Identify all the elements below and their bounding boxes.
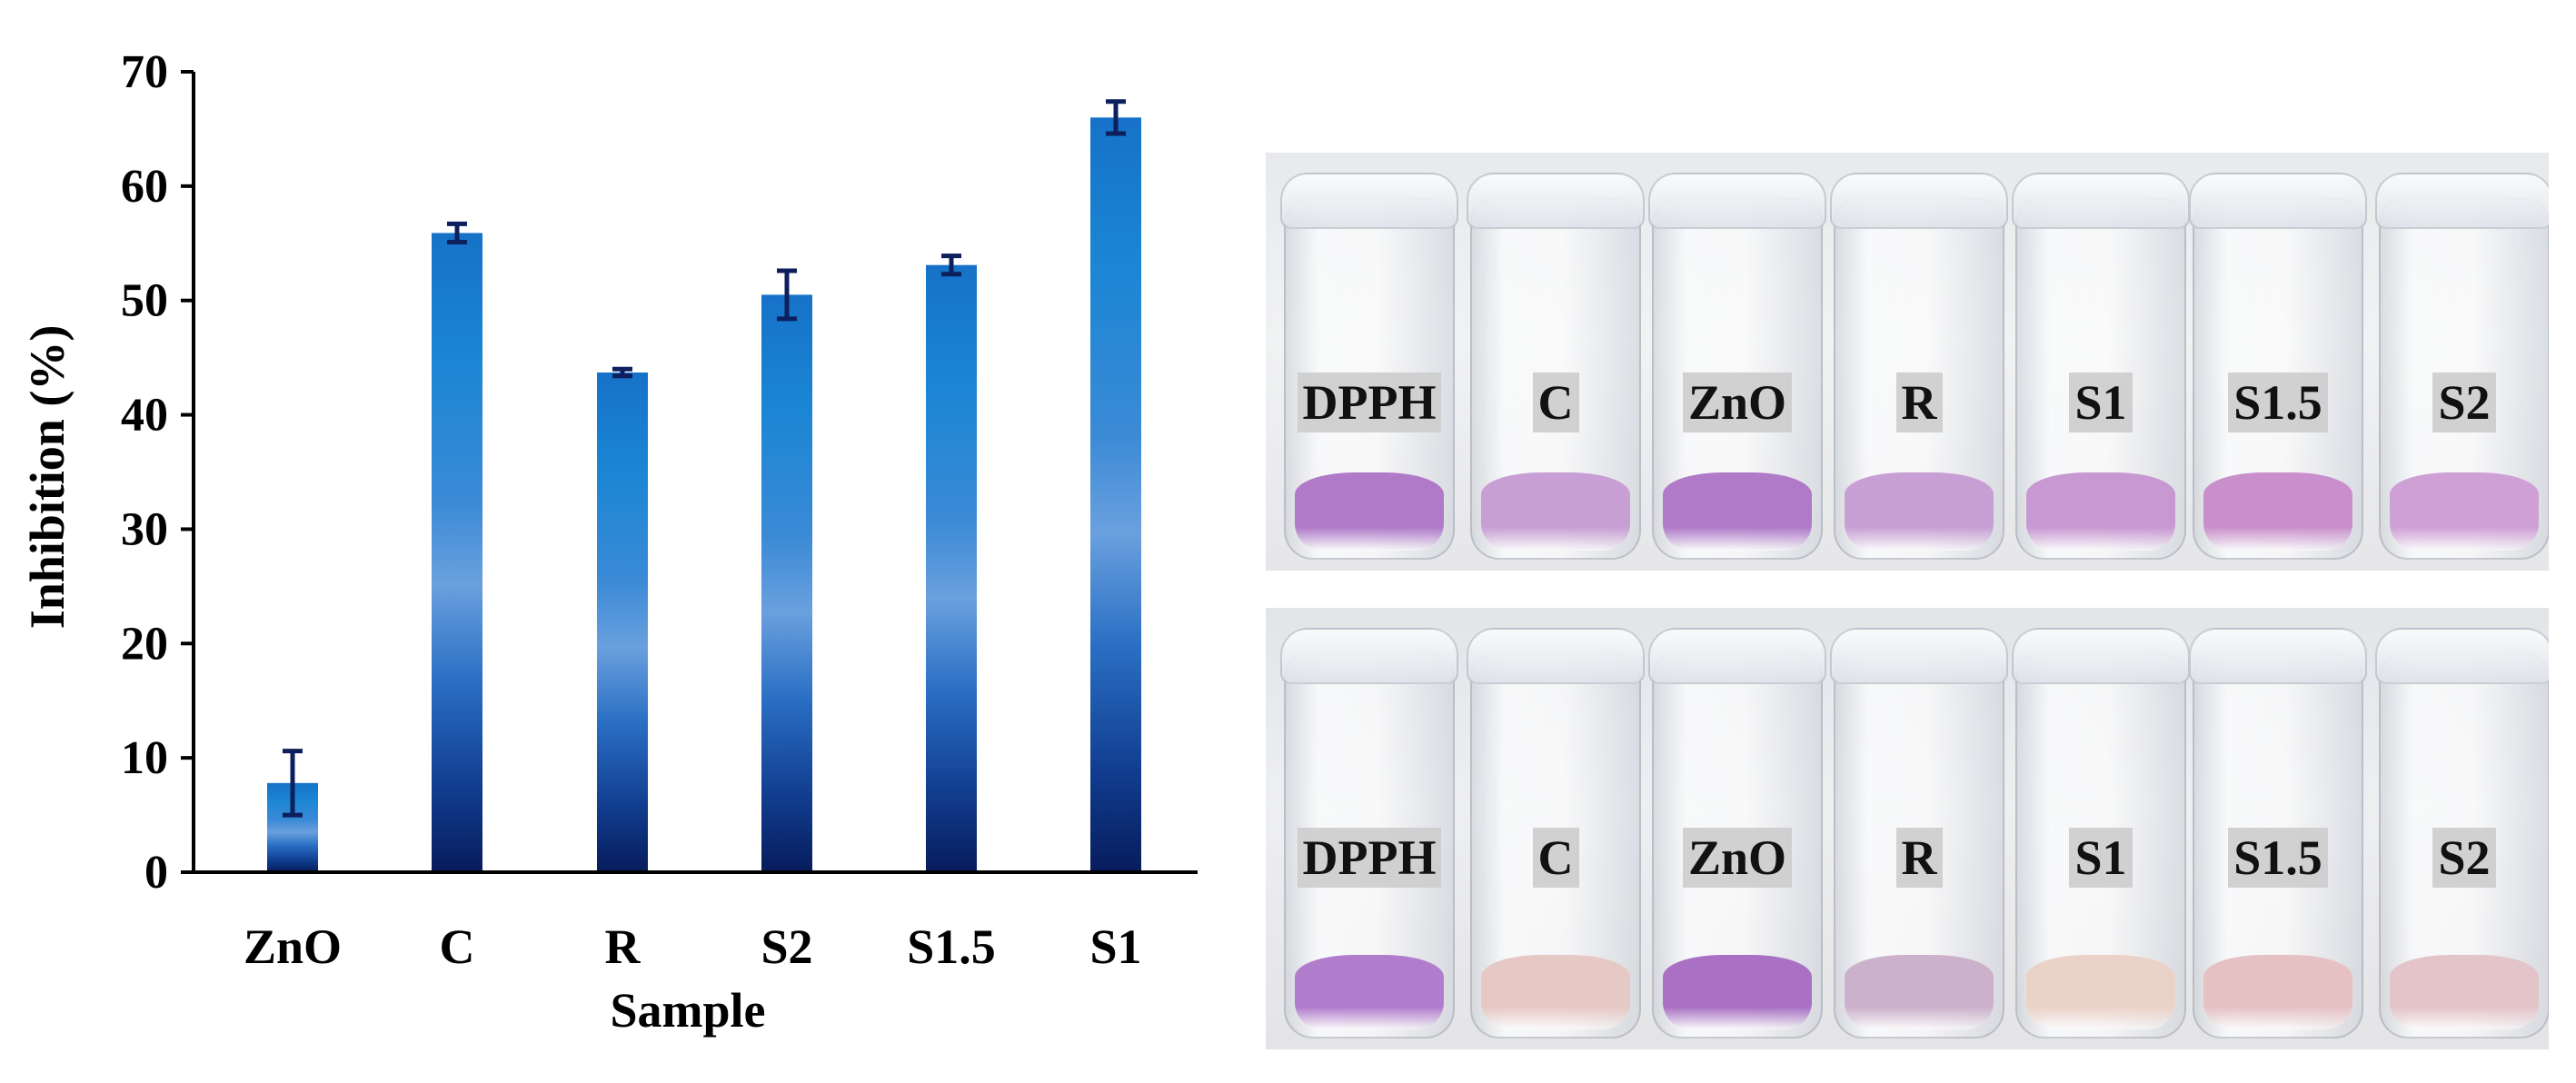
- vial-s2: S2: [2375, 628, 2549, 1038]
- vial-cap: [1830, 173, 2008, 229]
- error-bar: [447, 221, 467, 245]
- vial-cap: [2189, 173, 2367, 229]
- bar-chart: 0 10 20 30 40 50 60 70 ZnO C R S2 S1.5 S1 Sample Inh…: [20, 46, 1198, 1038]
- y-tick-label: 30: [121, 503, 168, 555]
- x-tick-label: ZnO: [244, 919, 342, 974]
- vial-liquid: [1295, 955, 1444, 1029]
- vial-zno: ZnO: [1648, 173, 1826, 560]
- vial-photo-before: DPPH C ZnO R S1 S1.5 S2: [1266, 153, 2549, 571]
- vial-cap: [2012, 628, 2190, 684]
- vial-cap: [1280, 628, 1458, 684]
- vial-liquid: [2026, 472, 2175, 551]
- vial-cap: [1648, 173, 1826, 229]
- y-tick-label: 40: [121, 390, 168, 442]
- error-bar: [1106, 99, 1126, 136]
- error-bar: [283, 749, 303, 818]
- vial-liquid: [1663, 955, 1812, 1029]
- vial-label: DPPH: [1297, 373, 1442, 432]
- vial-label: DPPH: [1297, 828, 1442, 888]
- vial-r: R: [1830, 173, 2008, 560]
- vial-liquid: [2203, 472, 2352, 551]
- bar-s1-5: [926, 264, 977, 872]
- vial-label: S2: [2432, 373, 2496, 432]
- vial-cap: [1467, 628, 1645, 684]
- x-tick-label: S2: [761, 919, 812, 974]
- vial-liquid: [2390, 955, 2539, 1029]
- vial-label: R: [1895, 373, 1943, 432]
- vial-cap: [1648, 628, 1826, 684]
- error-bar: [612, 366, 632, 379]
- x-ticks: ZnO C R S2 S1.5 S1: [244, 919, 1142, 974]
- vial-liquid: [1663, 472, 1812, 551]
- y-tick-label: 60: [121, 161, 168, 213]
- vial-s1: S1: [2012, 628, 2190, 1038]
- vial-liquid: [1845, 955, 1994, 1029]
- bar-s2: [761, 294, 812, 873]
- vial-s1: S1: [2012, 173, 2190, 560]
- vial-cap: [2189, 628, 2367, 684]
- vial-liquid: [1295, 472, 1444, 551]
- vial-label: ZnO: [1682, 828, 1793, 888]
- bar-s1: [1090, 117, 1141, 873]
- vial-s1-5: S1.5: [2189, 628, 2367, 1038]
- y-tick-label: 20: [121, 618, 168, 670]
- x-axis-title: Sample: [610, 983, 765, 1038]
- y-tick-label: 0: [144, 847, 168, 899]
- vial-cap: [1830, 628, 2008, 684]
- x-tick-label: R: [605, 919, 642, 974]
- vial-cap: [2375, 628, 2549, 684]
- vial-label: S2: [2432, 828, 2496, 888]
- vial-cap: [2375, 173, 2549, 229]
- vial-dpph: DPPH: [1280, 173, 1458, 560]
- vial-label: S1.5: [2228, 828, 2328, 888]
- bars-layer: [267, 117, 1141, 873]
- vial-liquid: [2203, 955, 2352, 1029]
- y-tick-label: 70: [121, 46, 168, 98]
- vial-dpph: DPPH: [1280, 628, 1458, 1038]
- vial-label: S1: [2069, 828, 2133, 888]
- vial-liquid: [1845, 472, 1994, 551]
- error-bar: [777, 268, 797, 322]
- y-axis-title: Inhibition (%): [20, 325, 75, 630]
- vial-liquid: [1481, 955, 1630, 1029]
- y-ticks: 0 10 20 30 40 50 60 70: [121, 46, 194, 899]
- vial-s1-5: S1.5: [2189, 173, 2367, 560]
- vial-liquid: [2390, 472, 2539, 551]
- vial-photo-after: DPPH C ZnO R S1 S1.5 S2: [1266, 608, 2549, 1049]
- vial-liquid: [2026, 955, 2175, 1029]
- vial-r: R: [1830, 628, 2008, 1038]
- x-tick-label: S1: [1089, 919, 1141, 974]
- vial-cap: [1280, 173, 1458, 229]
- vial-label: S1.5: [2228, 373, 2328, 432]
- vial-label: R: [1895, 828, 1943, 888]
- y-tick-label: 50: [121, 275, 168, 327]
- x-tick-label: S1.5: [907, 919, 996, 974]
- vial-c: C: [1467, 628, 1645, 1038]
- error-bars-layer: [283, 99, 1126, 818]
- vial-liquid: [1481, 472, 1630, 551]
- vial-c: C: [1467, 173, 1645, 560]
- vial-label: C: [1532, 373, 1579, 432]
- vial-label: ZnO: [1682, 373, 1793, 432]
- vial-zno: ZnO: [1648, 628, 1826, 1038]
- vial-cap: [2012, 173, 2190, 229]
- vial-s2: S2: [2375, 173, 2549, 560]
- vial-cap: [1467, 173, 1645, 229]
- vial-label: C: [1532, 828, 1579, 888]
- bar-r: [597, 373, 648, 872]
- error-bar: [941, 253, 961, 277]
- vial-label: S1: [2069, 373, 2133, 432]
- y-tick-label: 10: [121, 732, 168, 784]
- x-tick-label: C: [440, 919, 475, 974]
- bar-c: [432, 233, 482, 872]
